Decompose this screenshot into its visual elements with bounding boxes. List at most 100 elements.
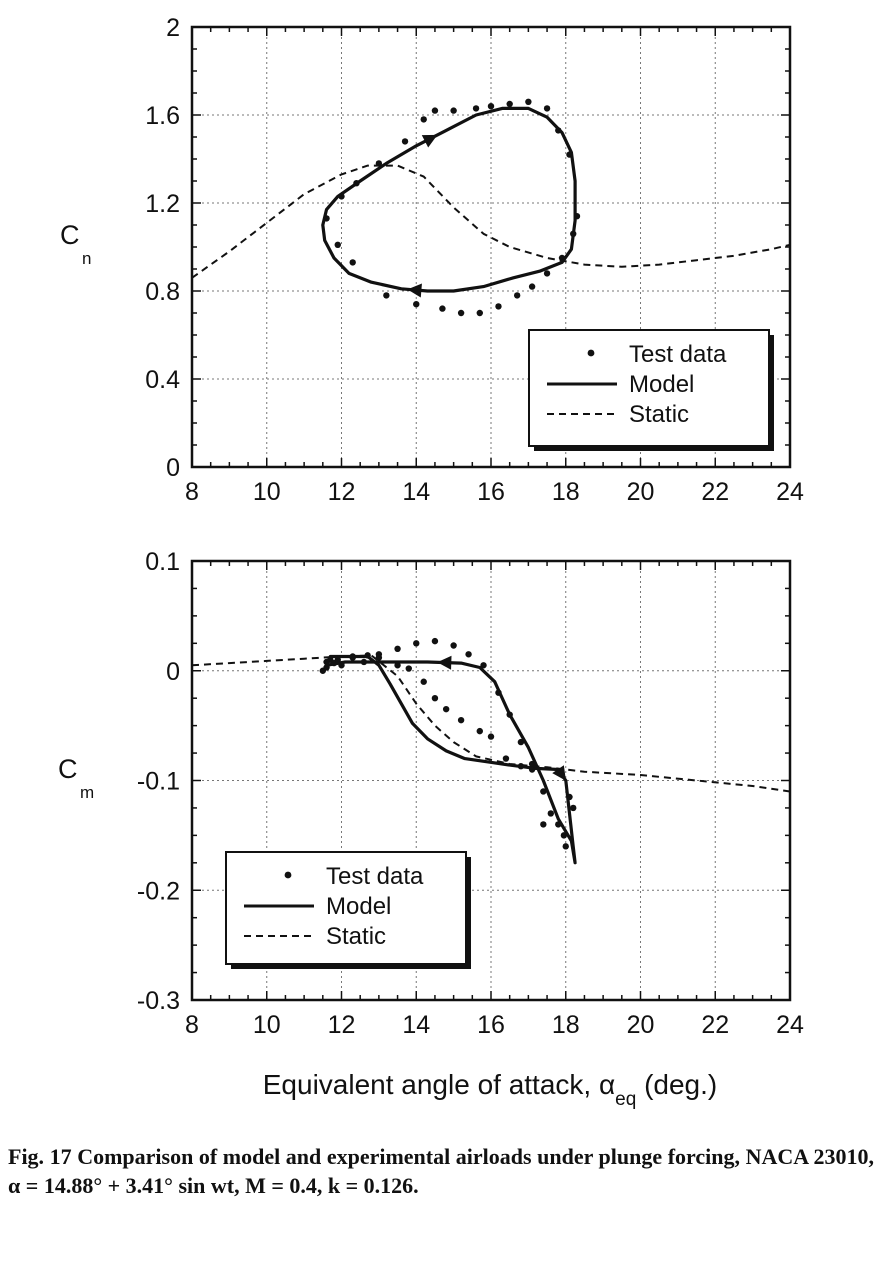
test-data-point — [540, 788, 547, 795]
test-data-point — [487, 103, 495, 110]
x-tick-label: 14 — [402, 478, 430, 506]
test-data-point — [570, 804, 577, 812]
plot-frame — [190, 559, 792, 1002]
y-axis-label: C — [60, 220, 80, 250]
test-data-point — [431, 107, 439, 114]
legend-dot-swatch — [284, 871, 292, 879]
test-data-point — [562, 843, 569, 850]
x-tick-label: 18 — [552, 1011, 580, 1039]
series-model-line — [324, 654, 577, 865]
test-data-point — [450, 642, 457, 649]
test-data-point — [547, 810, 554, 817]
test-data-point — [413, 301, 420, 308]
test-data-point — [506, 100, 513, 108]
y-tick-label: 1.6 — [145, 102, 180, 130]
figure-caption: Fig. 17 Comparison of model and experime… — [8, 1144, 874, 1198]
test-data-point — [450, 107, 457, 114]
series-test-data — [323, 98, 581, 317]
legend-box — [528, 329, 770, 447]
test-data-point — [394, 662, 401, 669]
x-tick-label: 16 — [477, 1011, 505, 1039]
x-tick-label: 24 — [776, 1011, 804, 1039]
test-data-point — [394, 645, 401, 652]
x-tick-label: 14 — [402, 1011, 430, 1039]
y-axis-label: C — [58, 754, 78, 784]
y-tick-label: 1.2 — [145, 190, 180, 218]
series-layer — [192, 637, 790, 865]
test-data-point — [487, 733, 495, 740]
x-axis-title-suffix: (deg.) — [636, 1069, 717, 1100]
test-data-point — [465, 651, 472, 658]
series-layer — [192, 98, 790, 317]
y-tick-label: 0.8 — [145, 278, 180, 306]
test-data-point — [517, 738, 525, 746]
figure: 8 10 12 14 16 18 20 22 24 0 0.4 0.8 1.2 1.6 2 Cn Test da… — [58, 14, 804, 1110]
test-data-point — [543, 105, 551, 112]
test-data-point — [476, 727, 483, 735]
legend-label: Test data — [629, 341, 727, 368]
x-tick-label: 12 — [328, 478, 356, 506]
test-data-point — [525, 98, 532, 106]
x-tick-label: 16 — [477, 478, 505, 506]
test-data-point — [334, 656, 341, 663]
y-axis-label-sub: m — [80, 783, 94, 802]
y-tick-label: 0 — [166, 658, 180, 686]
test-data-point — [476, 309, 483, 317]
test-data-point — [513, 292, 521, 299]
cn-chart: 8 10 12 14 16 18 20 22 24 0 0.4 0.8 1.2 1.6 2 Cn Test da… — [60, 14, 804, 506]
y-tick-label: -0.3 — [137, 987, 180, 1015]
x-axis-title-sub: eq — [615, 1089, 636, 1110]
test-data-point — [543, 270, 551, 277]
test-data-point — [413, 640, 420, 647]
test-data-point — [439, 305, 446, 312]
direction-arrow — [437, 655, 452, 670]
direction-arrow — [552, 765, 566, 781]
test-data-point — [420, 678, 427, 685]
test-data-point — [442, 705, 450, 713]
test-data-point — [472, 105, 480, 112]
series-test-data — [319, 637, 577, 850]
x-tick-label: 8 — [185, 478, 199, 506]
direction-arrow — [421, 134, 438, 148]
test-data-point — [431, 694, 439, 702]
x-tick-label: 20 — [627, 1011, 655, 1039]
test-data-point — [540, 821, 547, 828]
legend-label: Static — [326, 923, 386, 950]
test-data-point — [405, 665, 412, 672]
x-tick-label: 24 — [776, 478, 804, 506]
test-data-point — [420, 116, 427, 123]
x-tick-label: 10 — [253, 478, 281, 506]
legend: Test data Model Static — [225, 851, 471, 969]
test-data-point — [495, 303, 502, 310]
plot-frame — [190, 25, 792, 469]
y-tick-label: 0.1 — [145, 548, 180, 576]
y-tick-label: 0.4 — [145, 366, 180, 394]
legend: Test data Model Static — [528, 329, 774, 451]
y-tick-label: 0 — [166, 454, 180, 482]
direction-arrow — [407, 283, 422, 298]
x-tick-label: 22 — [701, 1011, 729, 1039]
x-tick-label: 12 — [328, 1011, 356, 1039]
y-tick-label: 2 — [166, 14, 180, 42]
test-data-point — [334, 241, 341, 248]
x-axis-title-main: Equivalent angle of attack, α — [263, 1069, 615, 1100]
legend-label: Model — [326, 893, 391, 920]
legend-dot-swatch — [587, 349, 595, 357]
series-model-line — [321, 106, 577, 293]
series-static-line — [192, 164, 790, 279]
test-data-point — [457, 309, 465, 317]
test-data-point — [528, 283, 536, 290]
y-axis-label-sub: n — [82, 249, 91, 268]
x-tick-label: 18 — [552, 478, 580, 506]
x-tick-label: 8 — [185, 1011, 199, 1039]
test-data-point — [383, 292, 390, 299]
test-data-point — [401, 138, 409, 145]
legend-label: Static — [629, 401, 689, 428]
x-tick-label: 22 — [701, 478, 729, 506]
test-data-point — [457, 716, 465, 724]
test-data-point — [502, 755, 510, 762]
legend-label: Test data — [326, 863, 424, 890]
svg-text:Equivalent angle of attack, αe: Equivalent angle of attack, αeq (deg.) — [263, 1069, 717, 1110]
test-data-point — [431, 637, 439, 645]
y-tick-label: -0.2 — [137, 877, 180, 905]
